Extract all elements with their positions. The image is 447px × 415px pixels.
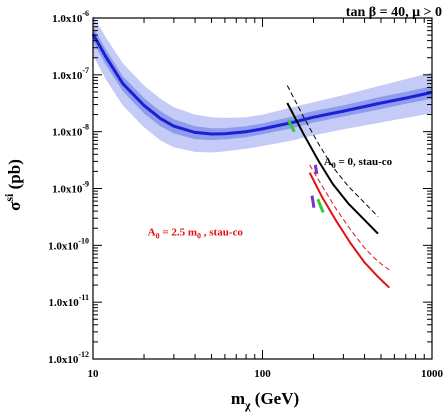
axis-ticks: 10 100 1000 1.0x10-12 1.0x10-11 1.0x10-10 1.0x… — [48, 9, 443, 380]
series-line-0 — [91, 33, 433, 136]
marker-1 — [316, 198, 325, 213]
series-line-2 — [286, 85, 379, 217]
y-tick-label: 1.0x10-7 — [52, 66, 89, 82]
y-tick-label: 1.0x10-10 — [48, 236, 89, 252]
annotation-a0: A0 = 0, stau-co — [324, 156, 393, 170]
series-line-1 — [286, 102, 379, 235]
plot-frame — [92, 17, 433, 360]
x-tick-label: 1000 — [421, 368, 444, 380]
plot-border — [92, 17, 433, 360]
marker-2 — [313, 164, 319, 175]
y-tick-label: 1.0x10-6 — [52, 9, 89, 25]
x-axis-label: mχ (GeV) — [231, 389, 299, 412]
band-0 — [93, 15, 432, 153]
y-tick-label: 1.0x10-11 — [49, 293, 89, 309]
x-tick-label: 100 — [254, 368, 271, 380]
y-tick-label: 1.0x10-8 — [52, 123, 89, 139]
chart-title: tan β = 40, μ > 0 — [346, 5, 442, 20]
y-tick-label: 1.0x10-9 — [52, 180, 89, 196]
series-line-3 — [308, 172, 390, 289]
uncertainty-bands — [93, 15, 432, 153]
x-tick-label: 10 — [88, 368, 100, 380]
marker-3 — [310, 195, 316, 208]
y-tick-label: 1.0x10-12 — [48, 350, 89, 366]
series-lines — [91, 33, 433, 289]
marker-0 — [286, 119, 296, 133]
point-markers — [286, 119, 325, 213]
y-axis-label: σsi (pb) — [2, 159, 24, 211]
series-line-4 — [309, 164, 390, 271]
annotations: A0 = 0, stau-co A0 = 2.5 m0 , stau-co — [148, 156, 393, 240]
annotation-a25: A0 = 2.5 m0 , stau-co — [148, 226, 244, 240]
